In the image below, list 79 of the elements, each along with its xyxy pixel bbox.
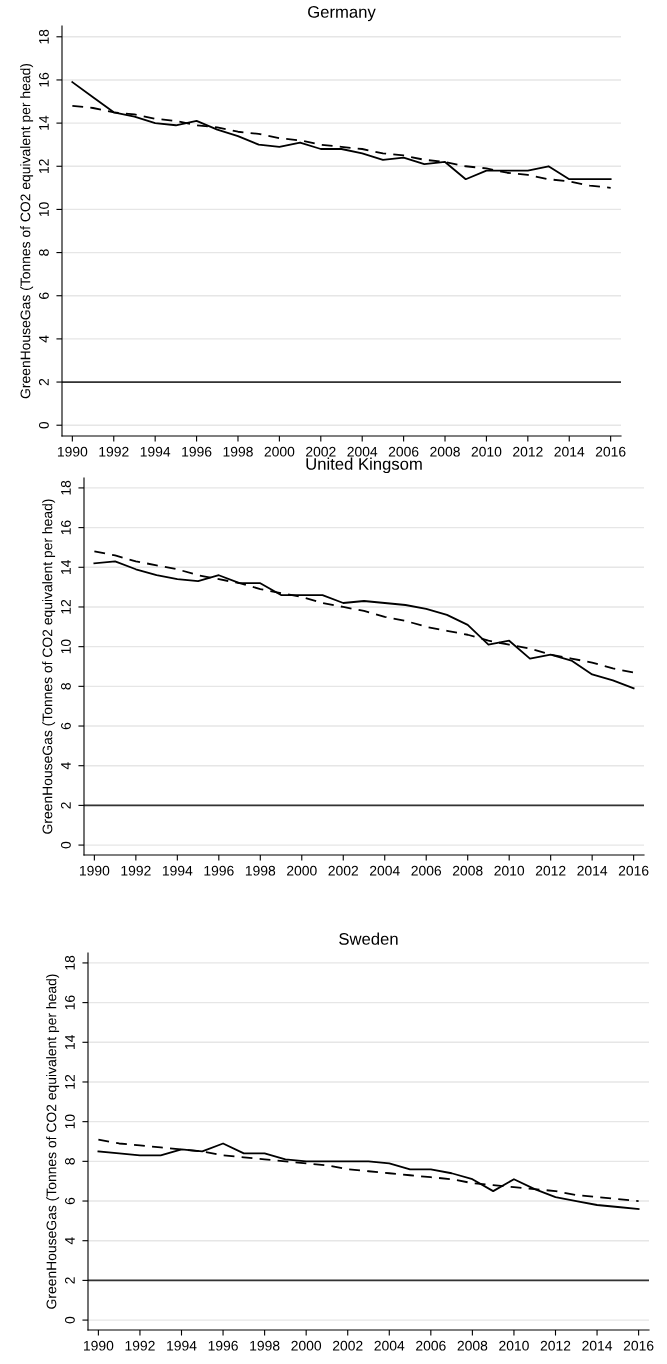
x-tick-label: 1992 xyxy=(125,1340,155,1351)
x-tick-label: 2002 xyxy=(332,1340,363,1351)
x-tick-label: 2014 xyxy=(582,1340,613,1351)
y-tick-label: 10 xyxy=(61,639,71,654)
y-tick-label: 16 xyxy=(61,520,71,535)
chart-title: Germany xyxy=(308,6,376,22)
x-tick-label: 2012 xyxy=(513,446,543,457)
y-tick-label: 4 xyxy=(61,762,71,770)
x-tick-label: 1998 xyxy=(250,1340,280,1351)
x-tick-label: 1998 xyxy=(223,446,253,457)
y-tick-label: 14 xyxy=(61,559,71,574)
x-tick-label: 2006 xyxy=(411,865,442,876)
y-tick-label: 2 xyxy=(65,1277,75,1284)
x-tick-label: 2014 xyxy=(577,865,608,876)
x-tick-label: 2006 xyxy=(388,446,419,457)
x-tick-label: 1996 xyxy=(204,865,234,876)
y-tick-label: 0 xyxy=(61,841,71,849)
x-tick-label: 2012 xyxy=(535,865,566,876)
x-tick-label: 2008 xyxy=(457,1340,488,1351)
y-tick-label: 4 xyxy=(65,1237,75,1245)
x-tick-label: 2008 xyxy=(430,446,460,457)
y-tick-label: 14 xyxy=(39,115,49,130)
x-tick-label: 1992 xyxy=(121,865,151,876)
chart-title: Sweden xyxy=(339,932,398,945)
y-tick-label: 4 xyxy=(39,335,49,343)
x-tick-label: 2002 xyxy=(328,865,359,876)
y-tick-label: 14 xyxy=(65,1034,75,1049)
y-tick-label: 6 xyxy=(61,722,71,730)
y-tick-label: 2 xyxy=(61,802,71,809)
x-tick-label: 1990 xyxy=(84,1340,114,1351)
x-tick-label: 1994 xyxy=(167,1340,197,1351)
x-tick-label: 1990 xyxy=(79,865,110,876)
y-axis-title: GreenHouseGas (Tonnes of CO2 equivalent per head) xyxy=(42,499,56,834)
y-tick-label: 2 xyxy=(39,378,49,386)
x-tick-label: 1996 xyxy=(182,446,212,457)
y-axis-title: GreenHouseGas (Tonnes of CO2 equivalent per head) xyxy=(20,63,34,399)
x-tick-label: 2010 xyxy=(499,1340,529,1351)
y-tick-label: 6 xyxy=(39,292,49,299)
y-tick-label: 10 xyxy=(65,1114,75,1129)
x-tick-label: 2008 xyxy=(452,865,483,876)
x-tick-label: 2000 xyxy=(287,865,317,876)
x-tick-label: 2004 xyxy=(369,865,400,876)
x-tick-label: 1994 xyxy=(162,865,193,876)
x-tick-label: 2002 xyxy=(306,446,336,457)
y-tick-label: 18 xyxy=(65,955,75,970)
x-tick-label: 1998 xyxy=(245,865,276,876)
y-tick-label: 0 xyxy=(65,1316,75,1324)
y-tick-label: 18 xyxy=(61,480,71,495)
y-tick-label: 18 xyxy=(39,29,49,44)
y-tick-label: 8 xyxy=(61,683,71,690)
y-tick-label: 16 xyxy=(39,72,49,87)
y-axis-title: GreenHouseGas (Tonnes of CO2 equivalent per head) xyxy=(46,974,60,1309)
x-tick-label: 2004 xyxy=(347,446,378,457)
y-tick-label: 12 xyxy=(65,1074,75,1089)
y-tick-label: 8 xyxy=(39,249,49,256)
y-tick-label: 6 xyxy=(65,1197,75,1205)
y-tick-label: 10 xyxy=(39,202,49,217)
x-tick-label: 2016 xyxy=(623,1340,654,1351)
x-tick-label: 2012 xyxy=(540,1340,571,1351)
y-tick-label: 12 xyxy=(39,159,49,173)
x-tick-label: 1992 xyxy=(99,446,129,457)
x-tick-label: 1994 xyxy=(140,446,171,457)
y-tick-label: 0 xyxy=(39,421,49,429)
x-tick-label: 2014 xyxy=(554,446,585,457)
x-tick-label: 2000 xyxy=(291,1340,322,1351)
x-tick-label: 1996 xyxy=(208,1340,238,1351)
chart-title: United Kingsom xyxy=(306,457,422,474)
x-tick-label: 2004 xyxy=(374,1340,405,1351)
line-series xyxy=(97,1142,640,1210)
x-tick-label: 2010 xyxy=(494,865,525,876)
x-tick-label: 2016 xyxy=(618,865,649,876)
y-tick-label: 16 xyxy=(65,995,75,1010)
x-tick-label: 2000 xyxy=(264,446,295,457)
x-tick-label: 2016 xyxy=(595,446,626,457)
y-tick-label: 8 xyxy=(65,1158,75,1165)
y-tick-label: 12 xyxy=(61,599,71,614)
x-tick-label: 2006 xyxy=(416,1340,446,1351)
x-tick-label: 1990 xyxy=(57,446,88,457)
x-tick-label: 2010 xyxy=(471,446,502,457)
